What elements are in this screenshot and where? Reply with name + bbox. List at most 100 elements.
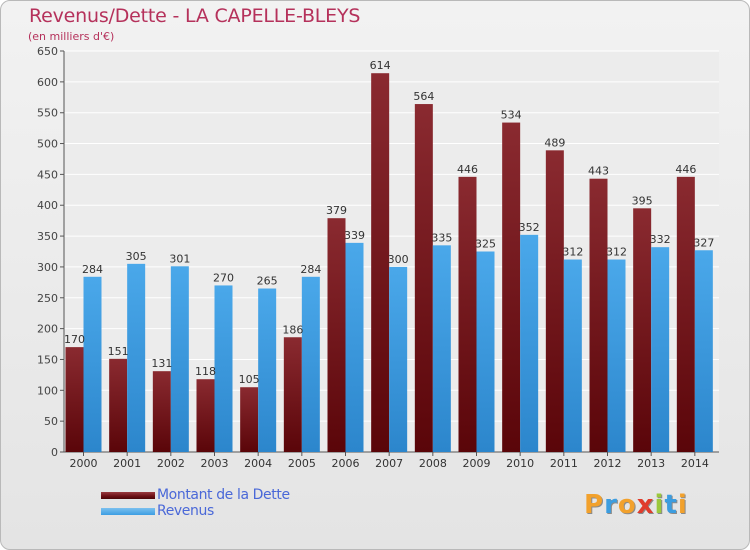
y-tick-label: 200 — [37, 323, 58, 336]
legend-label-revenus: Revenus — [157, 503, 214, 519]
logo-letter: i — [654, 490, 665, 520]
bar-revenus — [651, 247, 670, 452]
bar-dette — [676, 176, 695, 453]
x-tick-label: 2013 — [637, 457, 665, 470]
legend-item-revenus: Revenus — [101, 503, 290, 519]
y-tick-label: 150 — [37, 353, 58, 366]
proxiti-logo: Proxiti — [584, 490, 688, 520]
bar-revenus — [476, 251, 495, 452]
x-tick-label: 2010 — [506, 457, 534, 470]
bar-revenus — [170, 266, 189, 452]
x-tick-label: 2006 — [332, 457, 360, 470]
x-tick-label: 2005 — [288, 457, 316, 470]
data-label-revenus: 301 — [169, 252, 190, 265]
data-label-revenus: 339 — [344, 229, 365, 242]
bar-dette — [109, 358, 128, 452]
bar-revenus — [607, 259, 626, 452]
data-label-dette: 614 — [370, 59, 391, 72]
legend-item-dette: Montant de la Dette — [101, 487, 290, 503]
data-label-dette: 379 — [326, 204, 347, 217]
y-tick-label: 350 — [37, 230, 58, 243]
data-label-dette: 131 — [151, 357, 172, 370]
bar-revenus — [694, 250, 713, 452]
data-label-dette: 170 — [64, 333, 85, 346]
x-tick-label: 2011 — [550, 457, 578, 470]
x-tick-label: 2009 — [463, 457, 491, 470]
y-tick-label: 250 — [37, 292, 58, 305]
data-label-revenus: 335 — [431, 231, 452, 244]
logo-letter: i — [677, 490, 688, 520]
data-label-revenus: 284 — [82, 263, 103, 276]
bar-revenus — [258, 288, 277, 452]
y-tick-label: 50 — [44, 415, 58, 428]
data-label-revenus: 265 — [257, 275, 278, 288]
y-tick-label: 400 — [37, 199, 58, 212]
data-label-dette: 151 — [108, 345, 129, 358]
bar-revenus — [214, 285, 233, 452]
x-tick-label: 2008 — [419, 457, 447, 470]
bar-revenus — [389, 266, 408, 452]
logo-letter: x — [636, 490, 655, 520]
bar-revenus — [432, 245, 451, 452]
data-label-dette: 489 — [544, 136, 565, 149]
data-label-dette: 186 — [282, 323, 303, 336]
chart-title: Revenus/Dette - LA CAPELLE-BLEYS — [29, 5, 361, 27]
x-tick-label: 2001 — [113, 457, 141, 470]
x-tick-label: 2014 — [681, 457, 709, 470]
data-label-dette: 564 — [413, 90, 434, 103]
bar-dette — [502, 122, 521, 452]
chart-subtitle: (en milliers d'€) — [28, 30, 115, 43]
y-tick-label: 100 — [37, 384, 58, 397]
data-label-revenus: 332 — [650, 233, 671, 246]
x-tick-label: 2002 — [157, 457, 185, 470]
x-tick-label: 2007 — [375, 457, 403, 470]
x-tick-label: 2012 — [594, 457, 622, 470]
data-label-revenus: 325 — [475, 238, 496, 251]
legend-label-dette: Montant de la Dette — [157, 487, 290, 503]
logo-letter: P — [584, 490, 605, 520]
y-tick-label: 600 — [37, 76, 58, 89]
bar-dette — [458, 176, 477, 453]
bar-dette — [589, 178, 608, 453]
bar-revenus — [127, 263, 146, 452]
data-label-revenus: 305 — [126, 250, 147, 263]
y-tick-label: 550 — [37, 107, 58, 120]
logo-letter: r — [604, 490, 618, 520]
bar-revenus — [520, 234, 539, 452]
logo-letter: o — [617, 490, 637, 520]
data-label-revenus: 312 — [562, 246, 583, 259]
y-tick-label: 300 — [37, 261, 58, 274]
data-label-dette: 395 — [632, 194, 653, 207]
y-tick-label: 500 — [37, 138, 58, 151]
data-label-dette: 118 — [195, 365, 216, 378]
bar-dette — [327, 218, 346, 452]
data-label-revenus: 300 — [388, 253, 409, 266]
data-label-dette: 446 — [675, 163, 696, 176]
data-label-revenus: 327 — [693, 236, 714, 249]
y-tick-label: 450 — [37, 168, 58, 181]
data-label-revenus: 312 — [606, 246, 627, 259]
data-label-dette: 446 — [457, 163, 478, 176]
bar-dette — [283, 337, 302, 452]
x-tick-label: 2004 — [244, 457, 272, 470]
bar-dette — [371, 73, 390, 452]
legend-swatch-dette — [101, 491, 155, 499]
bar-revenus — [301, 276, 320, 452]
bar-revenus — [345, 242, 364, 452]
data-label-dette: 534 — [501, 109, 522, 122]
y-tick-label: 0 — [51, 446, 58, 459]
bar-dette — [196, 379, 215, 452]
x-tick-label: 2000 — [70, 457, 98, 470]
legend: Montant de la Dette Revenus — [101, 487, 290, 519]
data-label-revenus: 284 — [300, 263, 321, 276]
data-label-dette: 443 — [588, 165, 609, 178]
data-label-revenus: 270 — [213, 271, 234, 284]
logo-letter: t — [664, 490, 678, 520]
x-tick-label: 2003 — [201, 457, 229, 470]
bar-dette — [152, 371, 171, 452]
bar-dette — [633, 208, 652, 452]
y-tick-label: 650 — [37, 45, 58, 58]
bar-revenus — [563, 259, 582, 452]
